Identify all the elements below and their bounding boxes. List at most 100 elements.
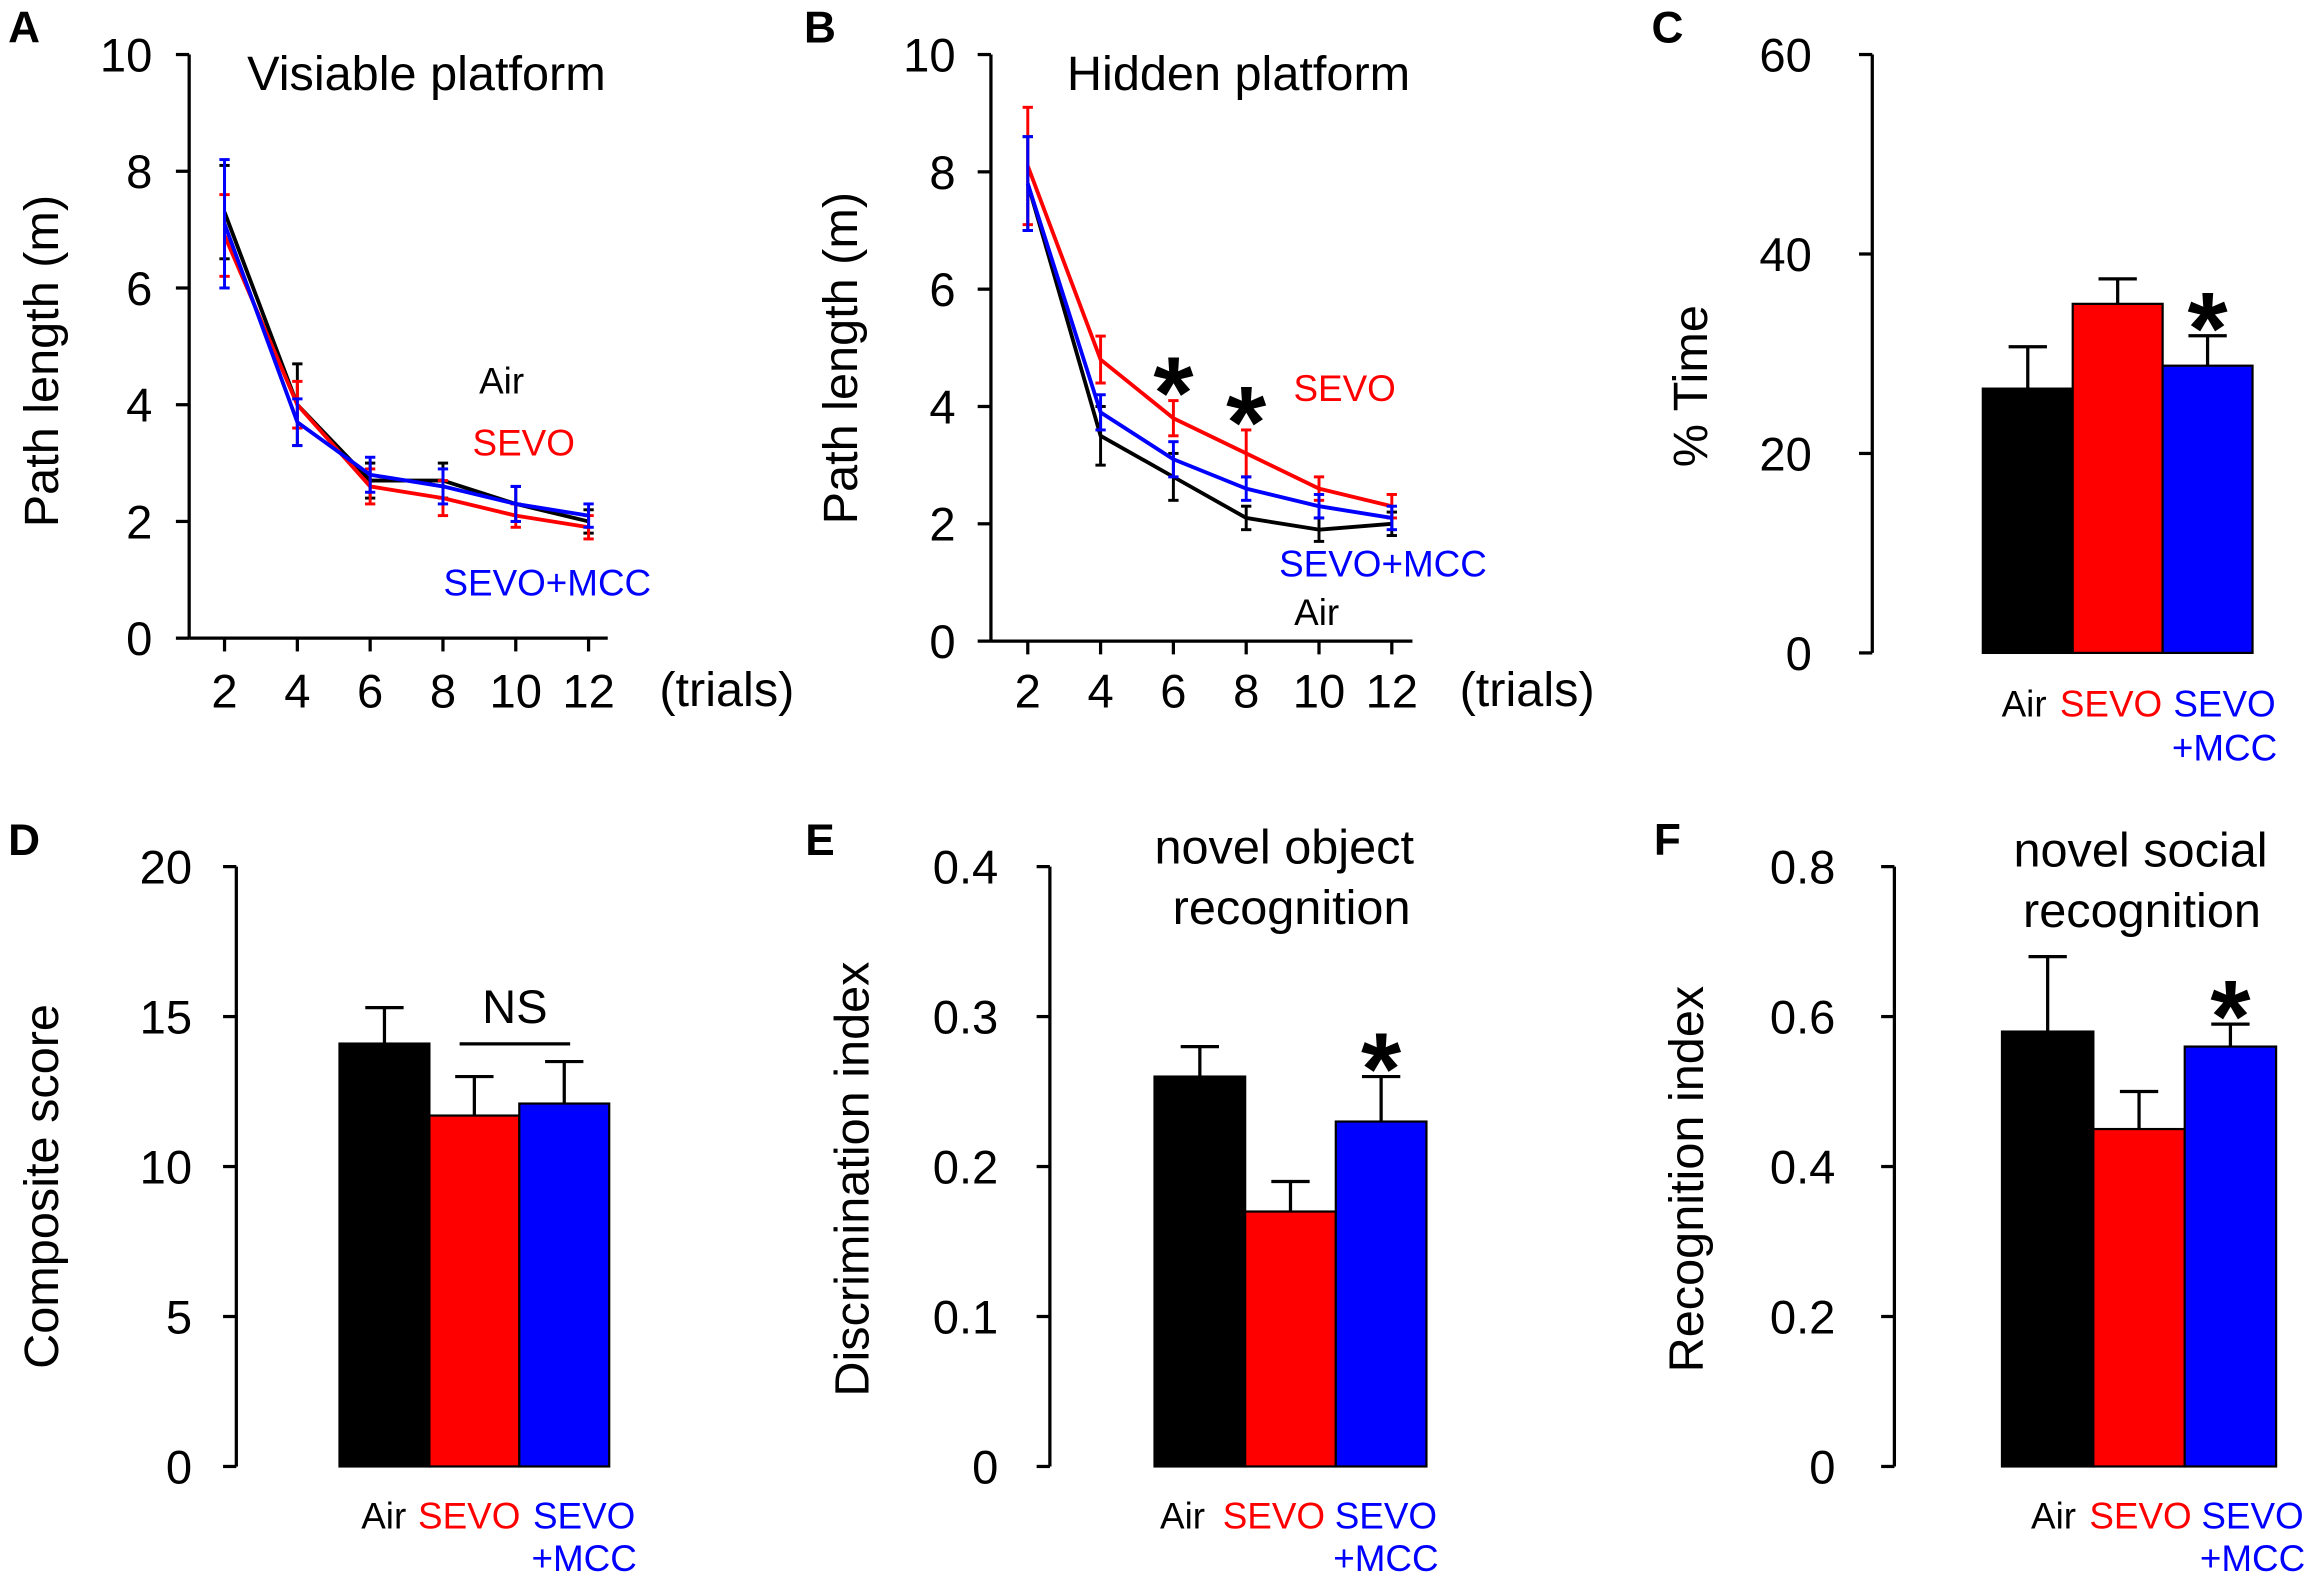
panel-letter: A	[8, 4, 40, 53]
data-point	[1386, 504, 1397, 532]
bar-group-sevo: SEVO	[2060, 277, 2164, 724]
category-label: SEVO	[1335, 1495, 1437, 1536]
bar-group-sevo-mcc: SEVO+MCC	[2161, 334, 2277, 768]
significance-asterisk: *	[2210, 959, 2251, 1074]
chart-title: recognition	[2023, 884, 2261, 938]
x-tick-label: 8	[430, 664, 456, 717]
category-label: Air	[361, 1495, 406, 1536]
series-label-sevo: SEVO	[473, 422, 575, 463]
y-axis-label: Composite score	[15, 1004, 69, 1369]
data-point	[364, 455, 376, 494]
y-tick-label: 10	[903, 28, 955, 81]
category-label: SEVO	[533, 1495, 635, 1536]
data-point	[292, 397, 303, 448]
bar-group-air: Air	[1153, 1044, 1247, 1536]
y-tick-label: 0	[166, 1440, 192, 1493]
bar-sevo-mcc	[1334, 1120, 1428, 1468]
y-tick-label: 20	[140, 841, 192, 894]
bar-sevo-mcc	[518, 1102, 611, 1468]
category-label: +MCC	[2172, 727, 2277, 768]
significance-asterisk: *	[2188, 271, 2229, 386]
category-label: SEVO	[1223, 1495, 1325, 1536]
y-tick-label: 0.8	[1770, 841, 1836, 894]
category-label: SEVO	[2089, 1495, 2191, 1536]
x-axis-label: (trials)	[1460, 663, 1595, 717]
y-tick-label: 0	[126, 612, 152, 665]
bar-group-air: Air	[338, 1005, 431, 1536]
y-tick-label: 0	[972, 1440, 998, 1493]
data-point	[1313, 492, 1325, 520]
category-label: SEVO	[2173, 683, 2275, 724]
chart-title: Visiable platform	[247, 47, 606, 101]
series-label-sevo: SEVO	[1293, 368, 1395, 409]
x-tick-label: 6	[357, 664, 383, 717]
y-tick-label: 0.4	[1770, 1140, 1836, 1193]
category-label: Air	[2031, 1495, 2076, 1536]
series-line-sevo	[1025, 165, 1393, 509]
bar-air	[2000, 1030, 2095, 1468]
bar-group-sevo-mcc: SEVO+MCC	[518, 1059, 637, 1577]
data-point	[1241, 475, 1252, 502]
y-tick-label: 10	[100, 28, 152, 81]
data-point	[437, 467, 449, 506]
x-tick-label: 12	[562, 664, 614, 717]
y-tick-label: 0.3	[933, 991, 999, 1044]
series-line-air	[1025, 183, 1392, 532]
y-tick-label: 0.4	[933, 841, 999, 894]
ns-label: NS	[482, 980, 548, 1033]
data-point	[1168, 440, 1179, 479]
y-tick-label: 0	[1809, 1440, 1835, 1493]
chart-title: Hidden platform	[1067, 47, 1410, 101]
y-tick-label: 2	[126, 495, 152, 548]
x-tick-label: 10	[1293, 664, 1345, 717]
data-point	[1241, 504, 1252, 532]
y-tick-label: 8	[929, 146, 955, 199]
x-axis-label: (trials)	[659, 663, 794, 717]
y-tick-label: 15	[140, 991, 192, 1044]
y-axis-label: Recognition index	[1660, 986, 1714, 1373]
bar-group-sevo-mcc: SEVO+MCC	[1333, 1074, 1439, 1577]
series-label-sevo-mcc: SEVO+MCC	[1279, 543, 1487, 584]
y-tick-label: 4	[126, 379, 152, 432]
bar-group-sevo: SEVO	[2089, 1089, 2192, 1536]
category-label: +MCC	[531, 1538, 636, 1577]
bar-sevo-mcc	[2183, 1045, 2278, 1468]
y-axis-label: % Time	[1664, 305, 1718, 467]
x-tick-label: 8	[1233, 664, 1259, 717]
y-tick-label: 4	[929, 380, 955, 433]
bar-sevo-mcc	[2161, 364, 2254, 655]
y-tick-label: 0.6	[1770, 991, 1836, 1044]
y-tick-label: 0.2	[1770, 1290, 1836, 1343]
x-tick-label: 4	[1087, 664, 1113, 717]
y-tick-label: 5	[166, 1290, 192, 1343]
x-tick-label: 2	[211, 664, 237, 717]
category-label: +MCC	[1333, 1538, 1438, 1577]
bar-sevo	[428, 1114, 521, 1468]
chart-title: recognition	[1173, 881, 1411, 935]
x-tick-label: 2	[1015, 664, 1041, 717]
bar-sevo	[2092, 1127, 2186, 1468]
category-label: +MCC	[2200, 1538, 2305, 1577]
panel-letter: F	[1654, 816, 1681, 865]
category-label: Air	[2002, 683, 2047, 724]
panel-letter: E	[805, 816, 834, 865]
y-axis-label: Path length (m)	[814, 192, 868, 524]
panel-letter: D	[8, 816, 40, 865]
data-point	[1095, 334, 1106, 385]
significance-asterisk: *	[1361, 1012, 1402, 1127]
data-point	[219, 158, 230, 290]
bar-air	[338, 1042, 431, 1468]
data-point	[1168, 399, 1179, 438]
y-tick-label: 8	[126, 145, 152, 198]
bar-air	[1153, 1075, 1247, 1468]
series-label-air: Air	[479, 361, 524, 402]
bar-group-sevo-mcc: SEVO+MCC	[2183, 1022, 2305, 1577]
series-line-sevo-mcc	[1025, 182, 1393, 520]
category-label: SEVO	[418, 1495, 520, 1536]
series-label-air: Air	[1294, 592, 1339, 633]
y-tick-label: 0	[929, 615, 955, 668]
